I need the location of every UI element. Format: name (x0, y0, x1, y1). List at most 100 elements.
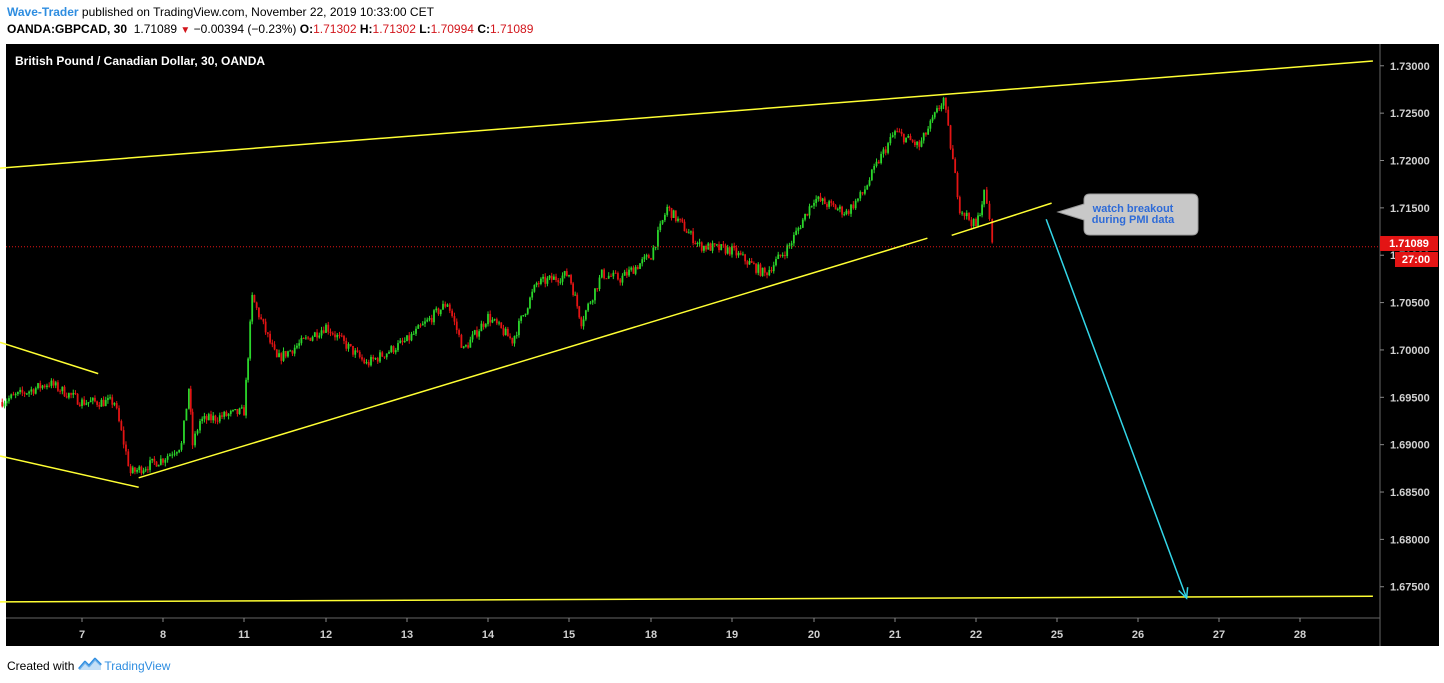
candle-down (460, 334, 463, 348)
candle-down (784, 255, 786, 257)
price-axis[interactable]: 1.730001.725001.720001.715001.710001.705… (1380, 61, 1430, 594)
candle-up (677, 218, 679, 221)
candle-down (841, 206, 843, 215)
candle-up (513, 335, 516, 344)
published-text: published on TradingView.com, November 2… (78, 5, 434, 19)
candle-up (207, 414, 210, 421)
price-tick-label: 1.67500 (1390, 582, 1430, 594)
candle-down (938, 108, 941, 110)
close-label: C: (477, 22, 490, 36)
candle-down (322, 330, 325, 333)
candle-up (634, 266, 637, 274)
candle-up (533, 285, 536, 292)
author-link[interactable]: Wave-Trader (7, 5, 79, 19)
candle-up (298, 343, 301, 346)
time-axis-background[interactable] (6, 618, 1439, 646)
candle-up (480, 323, 483, 332)
candle-up (72, 392, 75, 395)
candle-up (374, 358, 377, 360)
candle-up (232, 409, 234, 411)
candle-down (340, 335, 343, 337)
candle-down (32, 389, 35, 394)
candle-down (988, 203, 991, 219)
candle-up (786, 245, 789, 256)
open-label: O: (299, 22, 314, 36)
candle-down (830, 201, 833, 203)
candle-up (471, 334, 474, 340)
tradingview-link[interactable]: TradingView (104, 658, 171, 673)
candle-up (927, 128, 930, 135)
candle-up (726, 247, 729, 254)
candle-down (925, 132, 927, 135)
candle-up (887, 143, 889, 153)
candle-up (891, 135, 894, 137)
candle-down (243, 407, 245, 416)
time-axis[interactable]: 7 8 11 12 13 14 15 18 19 20 21 22 25 26 27 28 (79, 618, 1306, 641)
candle-down (262, 318, 265, 322)
candle-up (600, 269, 603, 278)
candle-up (868, 180, 871, 186)
symbol-label: OANDA:GBPCAD, 30 (7, 22, 128, 36)
candle-up (465, 345, 467, 347)
high-value: 1.71302 (372, 22, 416, 36)
candle-up (657, 230, 659, 247)
tradingview-logo-icon[interactable] (78, 657, 103, 674)
candle-down (392, 346, 395, 353)
candle-up (67, 393, 70, 398)
candle-down (453, 316, 456, 322)
price-tick-label: 1.71500 (1390, 203, 1430, 215)
candle-up (194, 433, 196, 446)
price-tick-label: 1.73000 (1390, 61, 1430, 73)
candle-down (550, 275, 553, 280)
candle-down (65, 396, 68, 398)
candle-up (711, 243, 714, 251)
candle-up (304, 337, 307, 339)
candle-down (437, 308, 440, 315)
candle-up (850, 204, 852, 214)
candle-down (146, 469, 149, 471)
ohlc-line: OANDA:GBPCAD, 30 1.71089 ▼ −0.00394 (−0.… (7, 21, 1427, 39)
candles-layer (1, 96, 994, 477)
candle-down (861, 192, 864, 194)
created-with-text: Created with (7, 658, 75, 673)
candle-down (674, 210, 677, 221)
candle-down (766, 272, 768, 276)
candle-up (607, 275, 610, 279)
candle-up (828, 201, 831, 207)
candle-down (834, 205, 837, 210)
candle-up (223, 411, 226, 417)
candle-up (836, 208, 839, 210)
publish-line: Wave-Trader published on TradingView.com… (7, 4, 1427, 20)
candle-up (16, 391, 19, 395)
candle-down (779, 254, 782, 256)
candle-down (694, 243, 697, 245)
candle-up (742, 254, 744, 256)
candle-up (293, 347, 296, 354)
candle-down (307, 337, 310, 339)
candle-up (212, 415, 215, 421)
candle-up (815, 198, 818, 203)
candle-down (847, 210, 850, 214)
time-tick-label: 11 (238, 629, 250, 641)
candle-down (954, 159, 957, 173)
candle-down (83, 399, 86, 405)
candle-up (412, 333, 415, 335)
candle-down (12, 394, 15, 396)
candle-down (467, 345, 470, 348)
callout-bubble (1056, 193, 1199, 236)
candle-up (347, 344, 350, 349)
annotation-callout[interactable]: watch breakout during PMI data (1056, 193, 1199, 236)
candle-up (50, 380, 53, 386)
candle-down (343, 336, 345, 341)
candle-down (78, 404, 81, 406)
candle-down (763, 267, 766, 273)
candle-up (164, 459, 167, 463)
candle-down (358, 351, 361, 358)
candle-down (733, 245, 736, 248)
candle-up (568, 275, 570, 277)
candle-up (417, 325, 420, 329)
candle-up (5, 401, 8, 404)
chart-header: Wave-Trader published on TradingView.com… (7, 4, 1427, 39)
candle-up (672, 210, 675, 218)
